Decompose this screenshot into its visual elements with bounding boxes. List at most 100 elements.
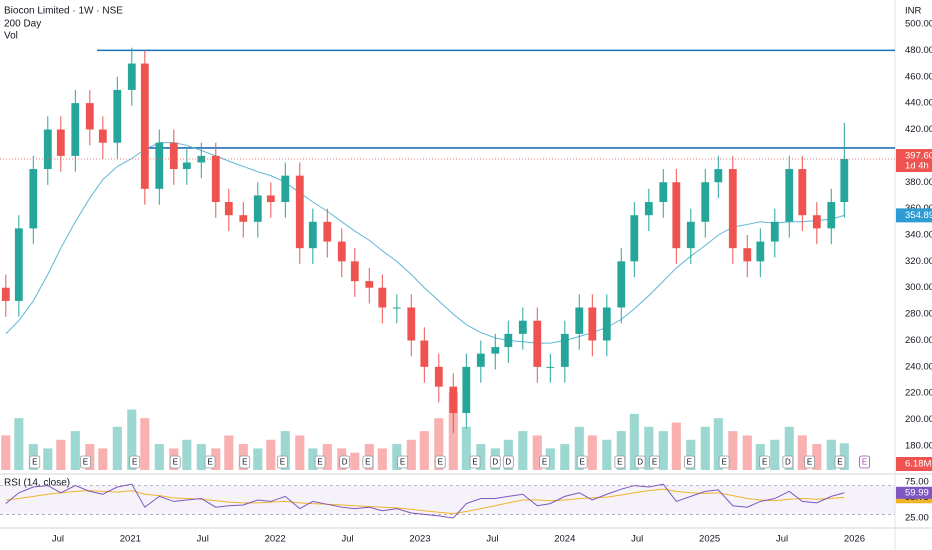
volume-bar: [377, 448, 387, 470]
x-tick-label: 2023: [409, 534, 430, 545]
rsi-line-box: [896, 486, 932, 499]
event-label: E: [242, 458, 247, 467]
event-label: E: [132, 458, 137, 467]
candle-body: [56, 129, 65, 156]
volume-bar: [406, 439, 416, 470]
event-marker: [362, 455, 374, 469]
last-price-box: [896, 149, 932, 173]
volume-bar: [587, 435, 597, 470]
candle-body: [518, 320, 527, 334]
candle-body: [14, 228, 23, 301]
volume-bar: [1, 435, 11, 470]
volume-bar: [812, 444, 822, 470]
candle-body: [827, 202, 836, 229]
y-tick-label: 300.00: [905, 282, 932, 293]
event-marker: [759, 455, 771, 469]
candle-body: [812, 215, 821, 229]
candle-body: [588, 307, 597, 341]
volume-bar: [700, 426, 710, 470]
volume-bar: [419, 431, 429, 470]
event-marker: [239, 455, 251, 469]
volume-bar: [211, 448, 221, 470]
event-label: E: [317, 458, 322, 467]
candle-body: [211, 155, 220, 203]
candle-body: [308, 221, 317, 249]
candle-body: [785, 169, 794, 222]
volume-bar: [532, 435, 542, 470]
volume-bar: [560, 444, 570, 470]
volume-last-label: 6.18M: [905, 459, 931, 470]
candle-body: [224, 202, 233, 216]
event-marker: [339, 455, 351, 469]
event-label: E: [400, 458, 405, 467]
candle-body: [659, 182, 668, 203]
candle-body: [743, 248, 752, 262]
candle-body: [617, 261, 626, 308]
ma-last-box: [896, 208, 932, 223]
candle-body: [182, 162, 191, 170]
candle-body: [701, 182, 710, 222]
event-marker: [804, 455, 815, 469]
event-marker: [314, 455, 326, 469]
event-label: E: [472, 458, 477, 467]
volume-bar: [127, 409, 137, 470]
candle-body: [770, 221, 779, 242]
x-tick-label: 2021: [120, 534, 141, 545]
volume-bar: [503, 439, 513, 470]
candle-body: [239, 215, 248, 222]
chart-title: Biocon Limited · 1W · NSE: [4, 6, 123, 17]
volume-bar: [14, 418, 24, 470]
event-marker: [397, 455, 409, 469]
event-label: E: [687, 458, 692, 467]
candle-body: [756, 241, 765, 262]
x-tick-label: 2026: [844, 534, 865, 545]
candle-body: [449, 386, 458, 414]
ma-legend: 200 Day: [4, 19, 41, 30]
volume-bar: [476, 444, 486, 470]
event-marker: [859, 455, 870, 469]
rsi-ma-line: [5, 488, 845, 515]
y-tick-label: 200.00: [905, 414, 932, 425]
event-marker: [80, 455, 91, 469]
candle-body: [476, 353, 485, 367]
event-label: D: [785, 458, 791, 467]
event-marker: [834, 455, 846, 469]
volume-bar: [350, 452, 360, 470]
event-marker: [502, 455, 514, 469]
volume-bar: [545, 448, 555, 470]
volume-bar: [616, 431, 626, 470]
event-marker: [129, 455, 141, 469]
y-tick-label: 380.00: [905, 177, 932, 188]
y-tick-label: 440.00: [905, 98, 932, 109]
y-tick-label: 240.00: [905, 361, 932, 372]
candle-body: [560, 333, 569, 367]
event-label: E: [837, 458, 842, 467]
volume-bar: [826, 439, 836, 470]
event-label: E: [438, 458, 443, 467]
volume-bar: [182, 439, 192, 470]
candle-body: [546, 366, 555, 368]
candle-body: [672, 182, 681, 249]
candle-body: [85, 103, 94, 130]
event-label: E: [365, 458, 370, 467]
y-tick-label: 420.00: [905, 124, 932, 135]
event-marker: [614, 455, 626, 469]
x-tick-label: Jul: [52, 534, 64, 545]
currency: INR: [905, 6, 922, 17]
volume-bar: [797, 435, 807, 470]
event-marker: [539, 455, 550, 469]
event-label: E: [721, 458, 726, 467]
event-marker: [634, 455, 646, 469]
candle-body: [644, 202, 653, 216]
volume-bar: [224, 435, 234, 470]
volume-bar: [686, 439, 696, 470]
event-label: E: [83, 458, 88, 467]
volume-bar: [56, 439, 66, 470]
candle-body: [491, 347, 500, 354]
x-tick-label: 2025: [699, 534, 720, 545]
rsi-tick-label: 25.00: [905, 513, 929, 524]
x-tick-label: Jul: [776, 534, 788, 545]
volume-bar: [196, 444, 206, 470]
event-label: E: [207, 458, 212, 467]
